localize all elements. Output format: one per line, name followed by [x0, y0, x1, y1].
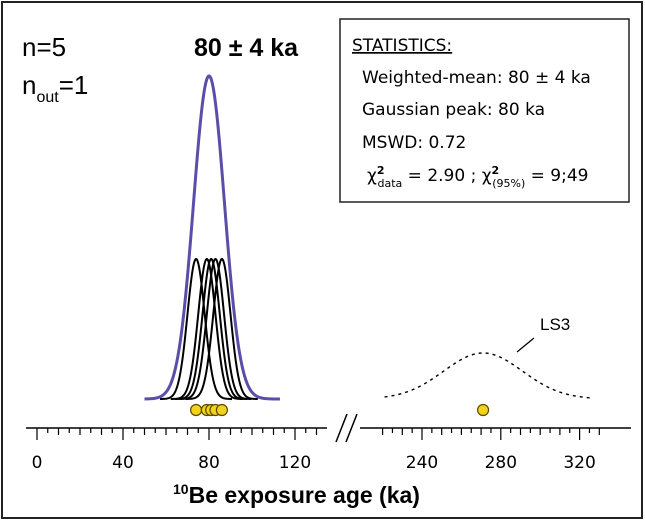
curves-layer	[144, 74, 592, 401]
sample-curve-4	[179, 257, 252, 400]
x-axis-title: 10Be exposure age (ka)	[173, 481, 420, 508]
stat-mswd: MSWD: 0.72	[362, 133, 466, 153]
n-label: n=5	[22, 32, 66, 62]
x-axis-title-super: 10	[173, 481, 189, 497]
tick-label-120: 120	[279, 453, 311, 473]
x-axis-title-main: Be exposure age (ka)	[189, 482, 420, 508]
outlier-point	[476, 403, 490, 417]
sample-point-5	[215, 403, 228, 417]
stat-chi-square: χ2 data = 2.90 ; χ2 (95%) = 9;49	[367, 164, 588, 190]
x-axis: 0 40 80 120 240 280 320	[26, 413, 631, 473]
tick-label-40: 40	[112, 453, 134, 473]
axis-break-mark-2	[345, 413, 358, 443]
chi-95-sub: (95%)	[492, 177, 525, 190]
sample-curve-2	[170, 257, 243, 400]
chi-95-symbol: χ	[482, 166, 492, 186]
summary-curve	[144, 74, 280, 401]
statistics-title: STATISTICS:	[352, 36, 452, 56]
nout-sub: out	[36, 89, 59, 106]
tick-label-80: 80	[198, 453, 220, 473]
chi-95-value: = 9;49	[525, 166, 588, 186]
chi-95-sup: 2	[492, 164, 500, 177]
statistics-box	[339, 18, 630, 203]
tick-label-320: 320	[563, 453, 595, 473]
stat-weighted-mean: Weighted-mean: 80 ± 4 ka	[362, 68, 591, 88]
nout-main: n	[22, 70, 36, 100]
chi-data-symbol: χ	[367, 166, 377, 186]
sample-curve-1	[159, 257, 233, 400]
sample-curve-3	[175, 257, 248, 400]
tick-label-280: 280	[485, 453, 517, 473]
chi-data-sup: 2	[377, 164, 385, 177]
points-layer	[190, 403, 490, 417]
tick-label-0: 0	[32, 453, 43, 473]
nout-label: nout=1	[22, 70, 88, 106]
tick-label-240: 240	[406, 453, 438, 473]
outlier-leader-line	[516, 337, 535, 353]
peak-label: 80 ± 4 ka	[194, 34, 299, 62]
sample-point-1	[190, 403, 203, 417]
sample-curve-5	[185, 257, 258, 400]
nout-value: =1	[59, 70, 89, 100]
chi-data-value: = 2.90 ;	[402, 166, 481, 186]
axis-break-mark-1	[335, 413, 348, 443]
stat-gaussian-peak: Gaussian peak: 80 ka	[362, 100, 545, 120]
outlier-curve	[384, 352, 592, 399]
chi-data-sub: data	[377, 177, 402, 190]
outlier-label: LS3	[540, 315, 570, 334]
